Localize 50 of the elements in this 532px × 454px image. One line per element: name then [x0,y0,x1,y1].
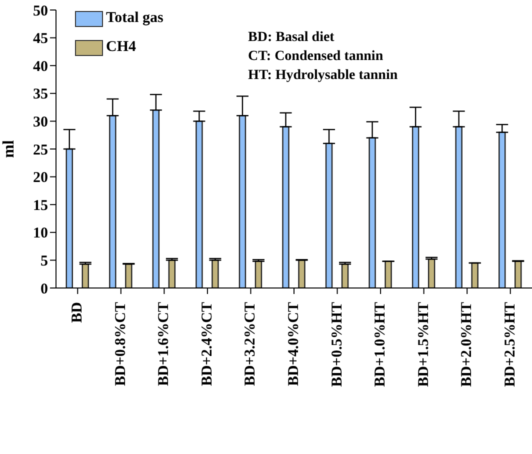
y-tick-label: 45 [33,31,48,48]
y-tick-label: 40 [33,58,48,75]
x-tick-label: BD+2.0%HT [459,302,476,387]
bar [196,120,203,288]
annotation: HT: Hydrolysable tannin [248,67,398,85]
bar [471,262,478,288]
bar [325,142,333,288]
bar [455,126,462,288]
bar [66,148,73,288]
bar [298,260,306,288]
bar [498,132,506,288]
bar [238,115,246,288]
y-tick-label: 35 [33,86,48,103]
bar [368,137,376,288]
bar [168,260,176,288]
x-tick-label: BD+0.8%CT [112,302,129,386]
x-tick-label: BD+1.5%HT [416,302,432,387]
y-tick-label: 25 [33,142,48,158]
annotation: BD: Basal diet [248,29,336,47]
y-tick-label: 50 [33,3,48,20]
legend-label: Total gas [106,10,164,27]
bar [212,260,219,288]
y-tick-label: 5 [40,254,48,270]
y-tick-label: 10 [33,226,48,242]
bar [82,263,89,288]
bar [384,260,392,288]
x-tick-label: BD [70,302,86,323]
y-tick-label: 0 [40,281,48,298]
x-tick-label: BD+4.0%CT [286,302,302,386]
y-axis-title: ml [0,140,18,158]
bar [514,260,522,288]
bar [428,258,436,288]
x-tick-label: BD+1.6%CT [156,302,172,386]
legend-label: CH4 [106,39,136,56]
bar [125,263,132,288]
y-tick-label: 30 [33,114,48,131]
bar [282,126,290,288]
bar [254,260,262,288]
bar [152,109,160,288]
bar [109,115,116,288]
bar [412,126,420,288]
y-tick-label: 15 [33,198,48,214]
x-tick-label: BD+3.2%CT [242,302,259,386]
x-tick-label: BD+0.5%HT [329,302,346,387]
x-tick-label: BD+1.0%HT [372,302,389,387]
x-tick-label: BD+2.5%HT [502,302,518,387]
annotation: CT: Condensed tannin [248,48,384,66]
y-tick-label: 20 [33,170,48,186]
bar [341,263,349,288]
x-tick-label: BD+2.4%CT [199,302,216,386]
